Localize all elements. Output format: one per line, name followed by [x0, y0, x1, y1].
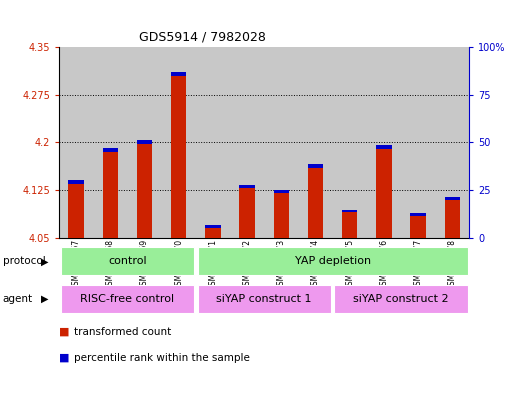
Bar	[230, 47, 264, 238]
FancyBboxPatch shape	[61, 285, 194, 313]
Bar	[445, 200, 460, 238]
Bar	[127, 47, 162, 238]
Bar	[367, 47, 401, 238]
Bar	[240, 188, 255, 238]
Bar	[68, 184, 84, 238]
Bar	[162, 47, 196, 238]
FancyBboxPatch shape	[198, 285, 331, 313]
Bar	[171, 76, 186, 238]
Bar	[171, 72, 186, 76]
Bar	[342, 210, 358, 212]
Text: protocol: protocol	[3, 256, 45, 266]
Bar	[308, 164, 323, 168]
Text: percentile rank within the sample: percentile rank within the sample	[74, 353, 250, 363]
Bar	[376, 145, 391, 149]
FancyBboxPatch shape	[334, 285, 468, 313]
Text: siYAP construct 2: siYAP construct 2	[353, 294, 449, 304]
Bar	[264, 47, 299, 238]
Text: ■: ■	[59, 327, 69, 337]
Title: GDS5914 / 7982028: GDS5914 / 7982028	[139, 30, 266, 43]
Bar	[342, 212, 358, 238]
Bar	[410, 213, 426, 215]
Bar	[205, 228, 221, 238]
Text: ■: ■	[59, 353, 69, 363]
Bar	[103, 152, 118, 238]
Bar	[410, 215, 426, 238]
Text: siYAP construct 1: siYAP construct 1	[216, 294, 312, 304]
Bar	[59, 47, 93, 238]
Text: YAP depletion: YAP depletion	[294, 256, 371, 266]
Bar	[137, 140, 152, 144]
Bar	[68, 180, 84, 184]
Bar	[273, 193, 289, 238]
Text: transformed count: transformed count	[74, 327, 172, 337]
Bar	[93, 47, 127, 238]
FancyBboxPatch shape	[198, 247, 468, 275]
Text: control: control	[108, 256, 147, 266]
Bar	[273, 190, 289, 193]
Bar	[137, 144, 152, 238]
Bar	[196, 47, 230, 238]
FancyBboxPatch shape	[61, 247, 194, 275]
Bar	[205, 225, 221, 228]
Bar	[376, 149, 391, 238]
Text: ▶: ▶	[42, 294, 49, 304]
Bar	[401, 47, 435, 238]
Bar	[103, 148, 118, 152]
Text: RISC-free control: RISC-free control	[81, 294, 174, 304]
Bar	[435, 47, 469, 238]
Bar	[445, 196, 460, 200]
Bar	[308, 168, 323, 238]
Bar	[299, 47, 332, 238]
Bar	[332, 47, 367, 238]
Text: ▶: ▶	[42, 256, 49, 266]
Bar	[240, 185, 255, 188]
Text: agent: agent	[3, 294, 33, 304]
